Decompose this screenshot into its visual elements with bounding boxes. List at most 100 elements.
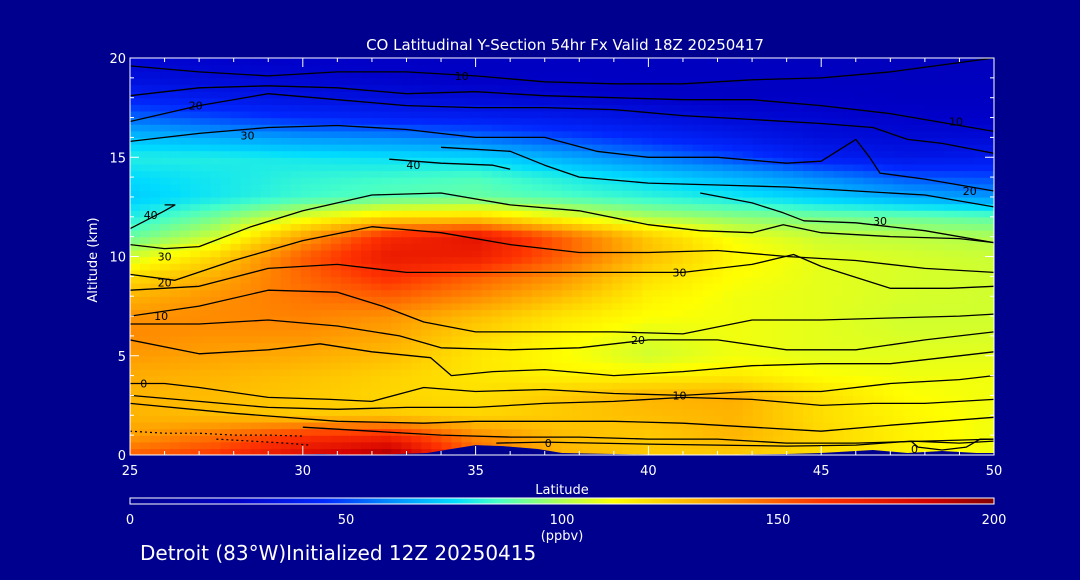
heat-cell <box>150 302 161 311</box>
heat-cell <box>762 296 774 304</box>
heat-cell <box>240 355 252 363</box>
heat-cell <box>531 395 543 403</box>
heat-cell <box>260 269 272 277</box>
heat-cell <box>702 163 714 172</box>
heat-cell <box>632 150 643 158</box>
heat-cell <box>401 309 412 317</box>
heat-cell <box>702 382 714 390</box>
heat-cell <box>783 170 794 178</box>
heat-cell <box>441 77 453 86</box>
heat-cell <box>722 97 734 105</box>
heat-cell <box>361 223 372 231</box>
heat-cell <box>622 349 633 357</box>
heat-cell <box>652 203 664 211</box>
heat-cell <box>602 395 613 403</box>
heat-cell <box>622 230 633 238</box>
heat-cell <box>441 349 453 357</box>
heat-cell <box>572 375 583 383</box>
heat-cell <box>752 402 764 410</box>
heat-cell <box>451 77 463 86</box>
heat-cell <box>652 236 664 244</box>
heat-cell <box>371 97 382 105</box>
heat-cell <box>692 104 704 112</box>
heat-cell <box>692 97 704 105</box>
heat-cell <box>943 117 955 125</box>
heat-cell <box>411 362 422 370</box>
heat-cell <box>511 256 523 264</box>
heat-cell <box>170 97 181 105</box>
heat-cell <box>722 137 734 145</box>
heat-cell <box>672 163 684 172</box>
heat-cell <box>692 84 704 92</box>
heat-cell <box>220 355 232 363</box>
heat-cell <box>190 335 201 344</box>
heat-cell <box>873 441 885 449</box>
heat-cell <box>150 388 161 397</box>
heat-cell <box>180 441 191 449</box>
heat-cell <box>682 276 694 284</box>
heat-cell <box>602 97 613 105</box>
heat-cell <box>823 421 834 430</box>
heat-cell <box>953 190 965 198</box>
heat-cell <box>541 256 553 264</box>
heat-cell <box>240 256 252 264</box>
heat-cell <box>933 289 945 297</box>
heat-cell <box>270 402 282 410</box>
heat-cell <box>250 395 262 403</box>
heat-cell <box>381 382 392 390</box>
heat-cell <box>833 223 844 231</box>
heat-cell <box>602 428 613 436</box>
heat-cell <box>421 130 432 138</box>
heat-cell <box>592 435 603 443</box>
heat-cell <box>130 110 141 119</box>
heat-cell <box>280 355 292 363</box>
heat-cell <box>451 296 463 304</box>
heat-cell <box>722 276 734 284</box>
heat-cell <box>170 408 181 416</box>
heat-cell <box>351 309 362 317</box>
heat-cell <box>913 368 925 377</box>
heat-cell <box>562 309 573 317</box>
heat-cell <box>712 84 724 92</box>
heat-cell <box>933 130 945 138</box>
heat-cell <box>190 117 201 125</box>
heat-cell <box>330 170 342 178</box>
heat-cell <box>923 170 935 178</box>
heat-cell <box>551 395 563 403</box>
heat-cell <box>491 296 503 304</box>
heat-cell <box>501 150 513 158</box>
heat-cell <box>461 210 473 218</box>
heat-cell <box>200 170 211 178</box>
heat-cell <box>823 124 834 132</box>
heat-cell <box>662 137 674 145</box>
heat-cell <box>762 448 774 455</box>
heat-cell <box>371 163 382 172</box>
heat-cell <box>672 408 684 416</box>
heat-cell <box>762 177 774 185</box>
heat-cell <box>200 137 211 145</box>
heat-cell <box>300 362 312 370</box>
heat-cell <box>230 243 242 251</box>
heat-cell <box>170 342 181 350</box>
heat-cell <box>361 382 372 390</box>
heat-cell <box>461 296 473 304</box>
heat-cell <box>150 296 161 304</box>
heat-cell <box>642 104 654 112</box>
heat-cell <box>240 124 252 132</box>
heat-cell <box>471 230 483 238</box>
heat-cell <box>461 150 473 158</box>
heat-cell <box>451 282 463 291</box>
heat-cell <box>632 196 643 205</box>
heat-cell <box>742 163 754 172</box>
heat-cell <box>632 448 643 455</box>
heat-cell <box>823 91 834 99</box>
heat-cell <box>290 177 302 185</box>
heat-cell <box>471 157 483 165</box>
heat-cell <box>813 177 824 185</box>
heat-cell <box>632 296 643 304</box>
heat-cell <box>873 144 885 152</box>
heat-cell <box>531 408 543 416</box>
heat-cell <box>762 58 774 66</box>
heat-cell <box>240 163 252 172</box>
heat-cell <box>783 243 794 251</box>
